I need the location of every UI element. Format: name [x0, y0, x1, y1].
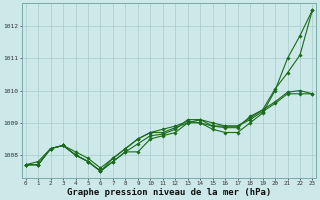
X-axis label: Graphe pression niveau de la mer (hPa): Graphe pression niveau de la mer (hPa) [67, 188, 271, 197]
